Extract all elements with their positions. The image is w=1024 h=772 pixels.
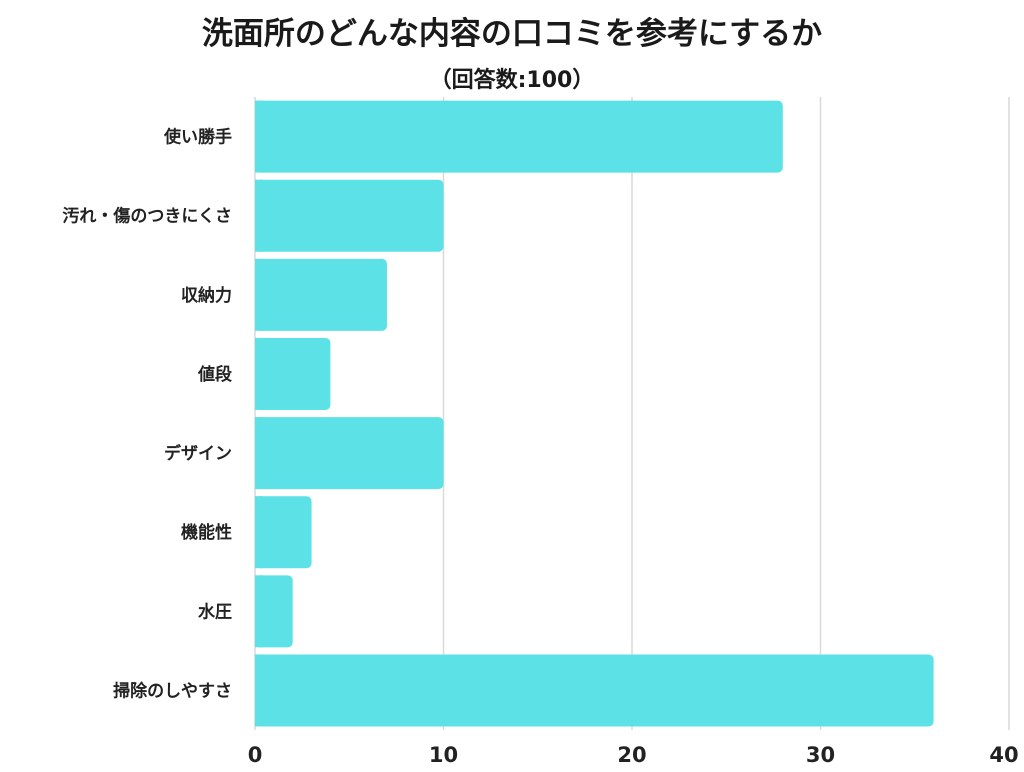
bar-base: [255, 496, 263, 569]
bar-base: [255, 654, 263, 727]
bars: [255, 100, 934, 727]
bar: [255, 575, 293, 648]
bar: [255, 496, 312, 569]
bar: [255, 337, 331, 410]
bar-base: [255, 417, 263, 490]
bar-base: [255, 100, 263, 173]
x-axis-ticks: 0 10 20 30 40: [248, 743, 1019, 767]
category-label: 値段: [197, 364, 232, 385]
chart-title: 洗面所のどんな内容の口コミを参考にするか: [202, 16, 822, 52]
bar: [255, 654, 934, 727]
bar-base: [255, 575, 263, 648]
bar: [255, 258, 387, 331]
x-tick-label: 20: [617, 743, 646, 767]
x-tick-label: 10: [429, 743, 458, 767]
bar-base: [255, 337, 263, 410]
category-label: 汚れ・傷のつきにくさ: [62, 206, 232, 227]
category-label: 収納力: [181, 285, 232, 306]
category-label: 水圧: [198, 601, 232, 622]
bar: [255, 417, 444, 490]
x-tick-label: 0: [248, 743, 263, 767]
category-label: 使い勝手: [163, 127, 232, 148]
bar-base: [255, 258, 263, 331]
category-label: デザイン: [164, 443, 232, 464]
chart-subtitle: （回答数:100）: [430, 67, 595, 93]
bar: [255, 100, 783, 173]
x-tick-label: 30: [806, 743, 835, 767]
category-label: 機能性: [181, 522, 232, 543]
x-tick-label: 40: [989, 743, 1018, 767]
bar-base: [255, 179, 263, 252]
category-label: 掃除のしやすさ: [113, 680, 232, 701]
bar: [255, 179, 444, 252]
